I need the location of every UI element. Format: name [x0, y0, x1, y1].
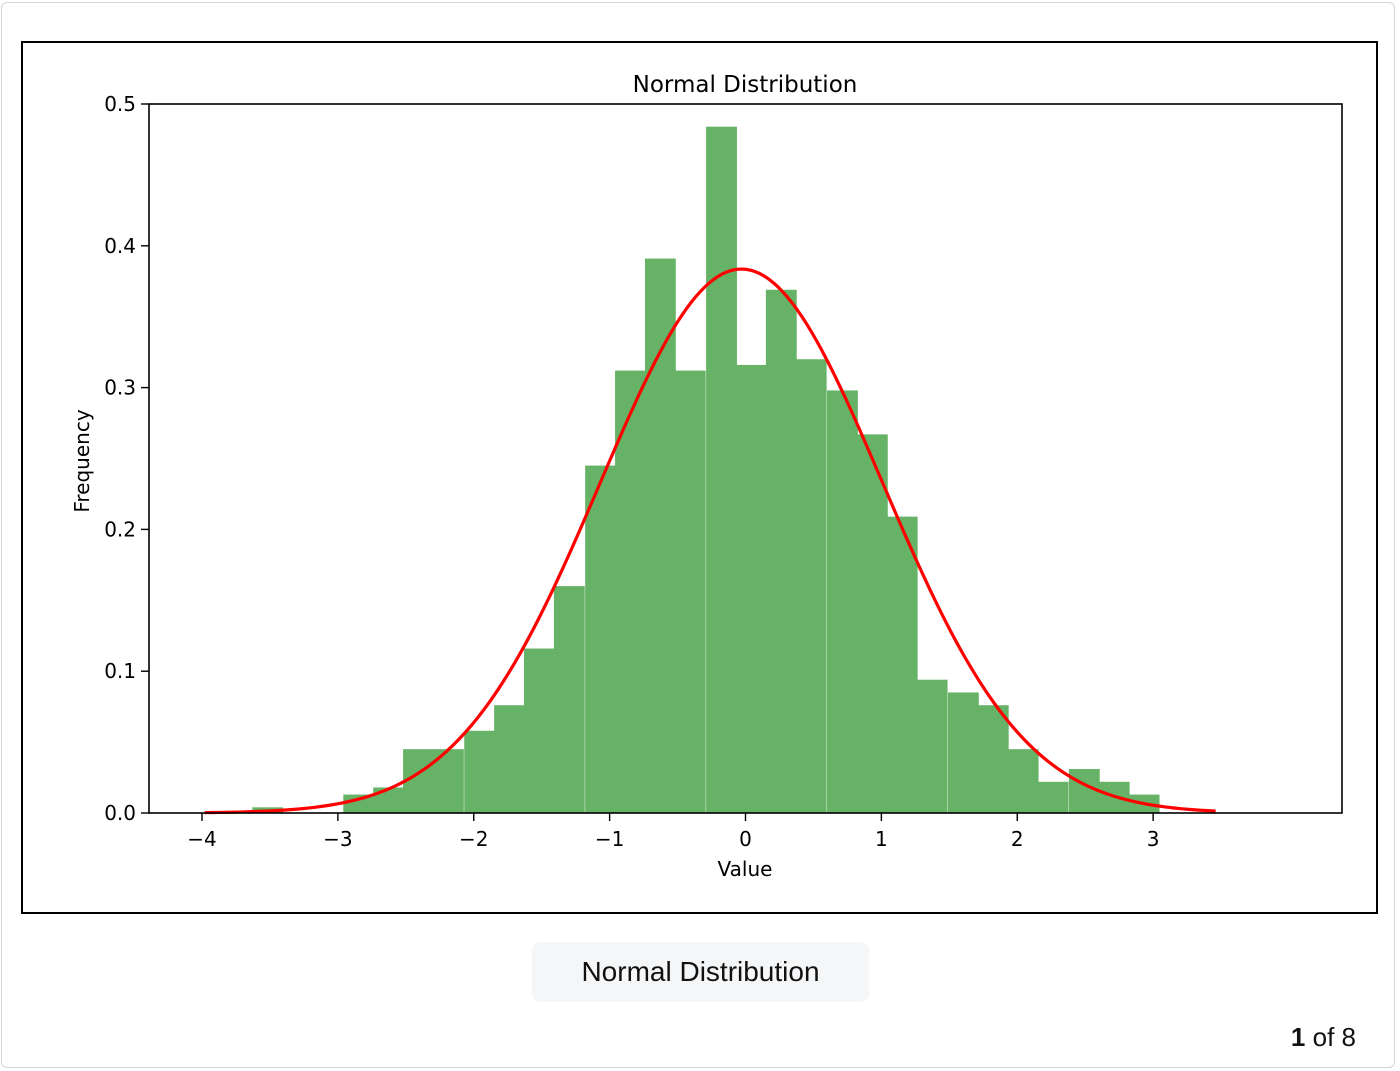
x-axis-label: Value — [718, 857, 773, 881]
y-tick-label: 0.4 — [104, 234, 136, 258]
page-current: 1 — [1290, 1022, 1306, 1052]
histogram-bar — [1068, 769, 1100, 813]
histogram-bar — [494, 705, 525, 813]
x-tick-label: −1 — [595, 827, 624, 851]
x-tick-label: 3 — [1147, 827, 1160, 851]
histogram-bar — [585, 465, 616, 813]
x-tick-label: −3 — [323, 827, 352, 851]
histogram-bar — [856, 434, 888, 813]
histogram-bars — [252, 126, 1160, 814]
normal-fit-curve — [204, 267, 1216, 815]
histogram-chart: −4 −3 −2 −1 0 1 2 3 0.0 0.1 0.2 0.3 0.4 0.5 Normal Di… — [70, 72, 1343, 881]
x-tick-label: −4 — [187, 827, 216, 851]
histogram-bar — [795, 359, 827, 813]
y-tick-label: 0.1 — [104, 659, 136, 683]
histogram-bar — [373, 787, 405, 813]
x-tick-label: 0 — [739, 827, 752, 851]
histogram-bar — [403, 749, 434, 813]
histogram-bar — [1037, 781, 1069, 813]
histogram-bar — [947, 692, 979, 813]
histogram-bar — [827, 390, 858, 813]
histogram-bar — [886, 516, 918, 813]
page-total: 8 — [1341, 1022, 1356, 1052]
axes: −4 −3 −2 −1 0 1 2 3 0.0 0.1 0.2 0.3 0.4 0.5 — [104, 92, 1343, 851]
figure-frame: −4 −3 −2 −1 0 1 2 3 0.0 0.1 0.2 0.3 0.4 0.5 Normal Di… — [21, 41, 1378, 914]
histogram-bar — [343, 794, 375, 813]
x-tick-label: 2 — [1011, 827, 1024, 851]
page-separator: of — [1312, 1022, 1335, 1052]
histogram-bar — [765, 289, 797, 813]
histogram-bar — [674, 370, 706, 813]
page-indicator: 1 of 8 — [1291, 1022, 1356, 1053]
histogram-bar — [916, 679, 948, 813]
y-tick-label: 0.5 — [104, 92, 136, 116]
histogram-bar — [706, 126, 737, 814]
chart-title: Normal Distribution — [633, 72, 858, 98]
histogram-bar — [1007, 749, 1039, 813]
histogram-bar — [615, 370, 646, 813]
histogram-bar — [644, 258, 676, 813]
x-tick-label: −2 — [459, 827, 488, 851]
y-tick-label: 0.3 — [104, 376, 136, 400]
caption-button[interactable]: Normal Distribution — [532, 942, 869, 1002]
x-tick-label: 1 — [875, 827, 888, 851]
histogram-bar — [977, 705, 1009, 813]
histogram-bar — [524, 648, 555, 813]
histogram-bar — [735, 364, 767, 813]
histogram-bar — [553, 586, 585, 813]
y-tick-label: 0.0 — [104, 801, 136, 825]
histogram-bar — [464, 730, 496, 813]
y-tick-label: 0.2 — [104, 517, 136, 541]
fit-curve-line — [204, 267, 1216, 815]
y-axis-label: Frequency — [70, 409, 94, 512]
